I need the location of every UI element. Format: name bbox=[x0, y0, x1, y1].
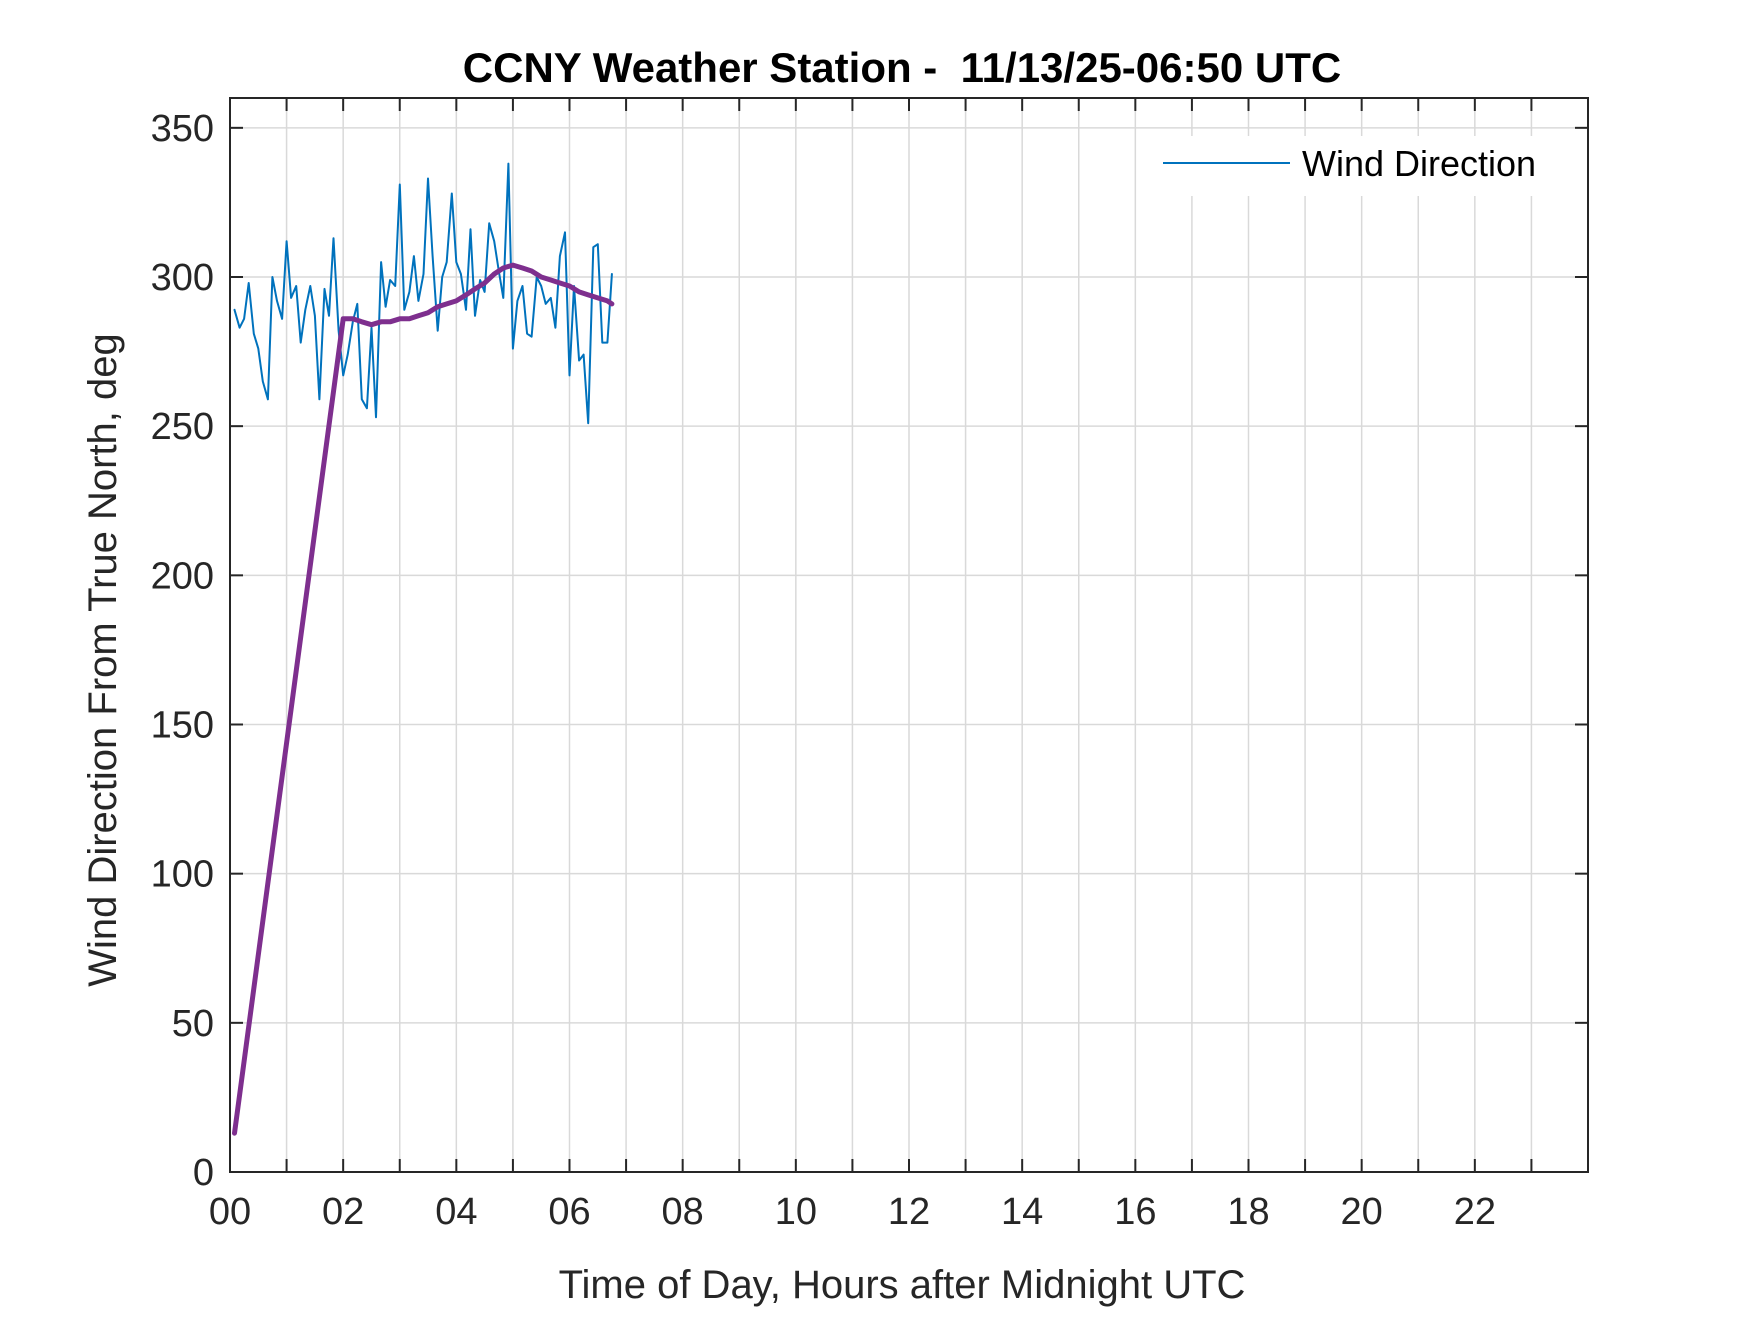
x-tick-label: 18 bbox=[1227, 1191, 1269, 1233]
legend-box bbox=[1150, 136, 1560, 196]
axes-frame bbox=[229, 97, 1589, 1173]
y-tick-label: 150 bbox=[151, 705, 214, 747]
x-tick-label: 02 bbox=[322, 1191, 364, 1233]
tick-labels: 00 02 04 06 08 10 12 14 16 18 20 22 0 50 100 150 200 250 3… bbox=[151, 108, 1496, 1233]
series-line-wind-direction bbox=[233, 162, 613, 425]
x-tick-label: 14 bbox=[1001, 1191, 1043, 1233]
grid-lines bbox=[230, 98, 1588, 1172]
x-tick-label: 16 bbox=[1114, 1191, 1156, 1233]
y-tick-label: 350 bbox=[151, 108, 214, 150]
series-line-smoothed bbox=[232, 262, 615, 1136]
y-tick-label: 200 bbox=[151, 555, 214, 597]
x-tick-label: 04 bbox=[435, 1191, 477, 1233]
x-tick-label: 10 bbox=[775, 1191, 817, 1233]
y-tick-label: 250 bbox=[151, 406, 214, 448]
x-tick-label: 20 bbox=[1341, 1191, 1383, 1233]
x-axis-label: Time of Day, Hours after Midnight UTC bbox=[559, 1263, 1246, 1307]
x-tick-label: 22 bbox=[1454, 1191, 1496, 1233]
y-tick-label: 50 bbox=[172, 1003, 214, 1045]
chart-title: CCNY Weather Station - 11/13/25-06:50 UT… bbox=[463, 44, 1341, 91]
series-lines bbox=[232, 162, 615, 1136]
legend: Wind Direction bbox=[1150, 136, 1560, 196]
y-axis-label: Wind Direction From True North, deg bbox=[81, 333, 125, 987]
legend-label-wind-direction: Wind Direction bbox=[1302, 143, 1536, 184]
x-tick-label: 00 bbox=[209, 1191, 251, 1233]
x-tick-label: 06 bbox=[548, 1191, 590, 1233]
x-tick-label: 12 bbox=[888, 1191, 930, 1233]
y-tick-label: 300 bbox=[151, 257, 214, 299]
y-tick-label: 100 bbox=[151, 854, 214, 896]
y-tick-label: 0 bbox=[193, 1152, 214, 1194]
x-tick-label: 08 bbox=[662, 1191, 704, 1233]
